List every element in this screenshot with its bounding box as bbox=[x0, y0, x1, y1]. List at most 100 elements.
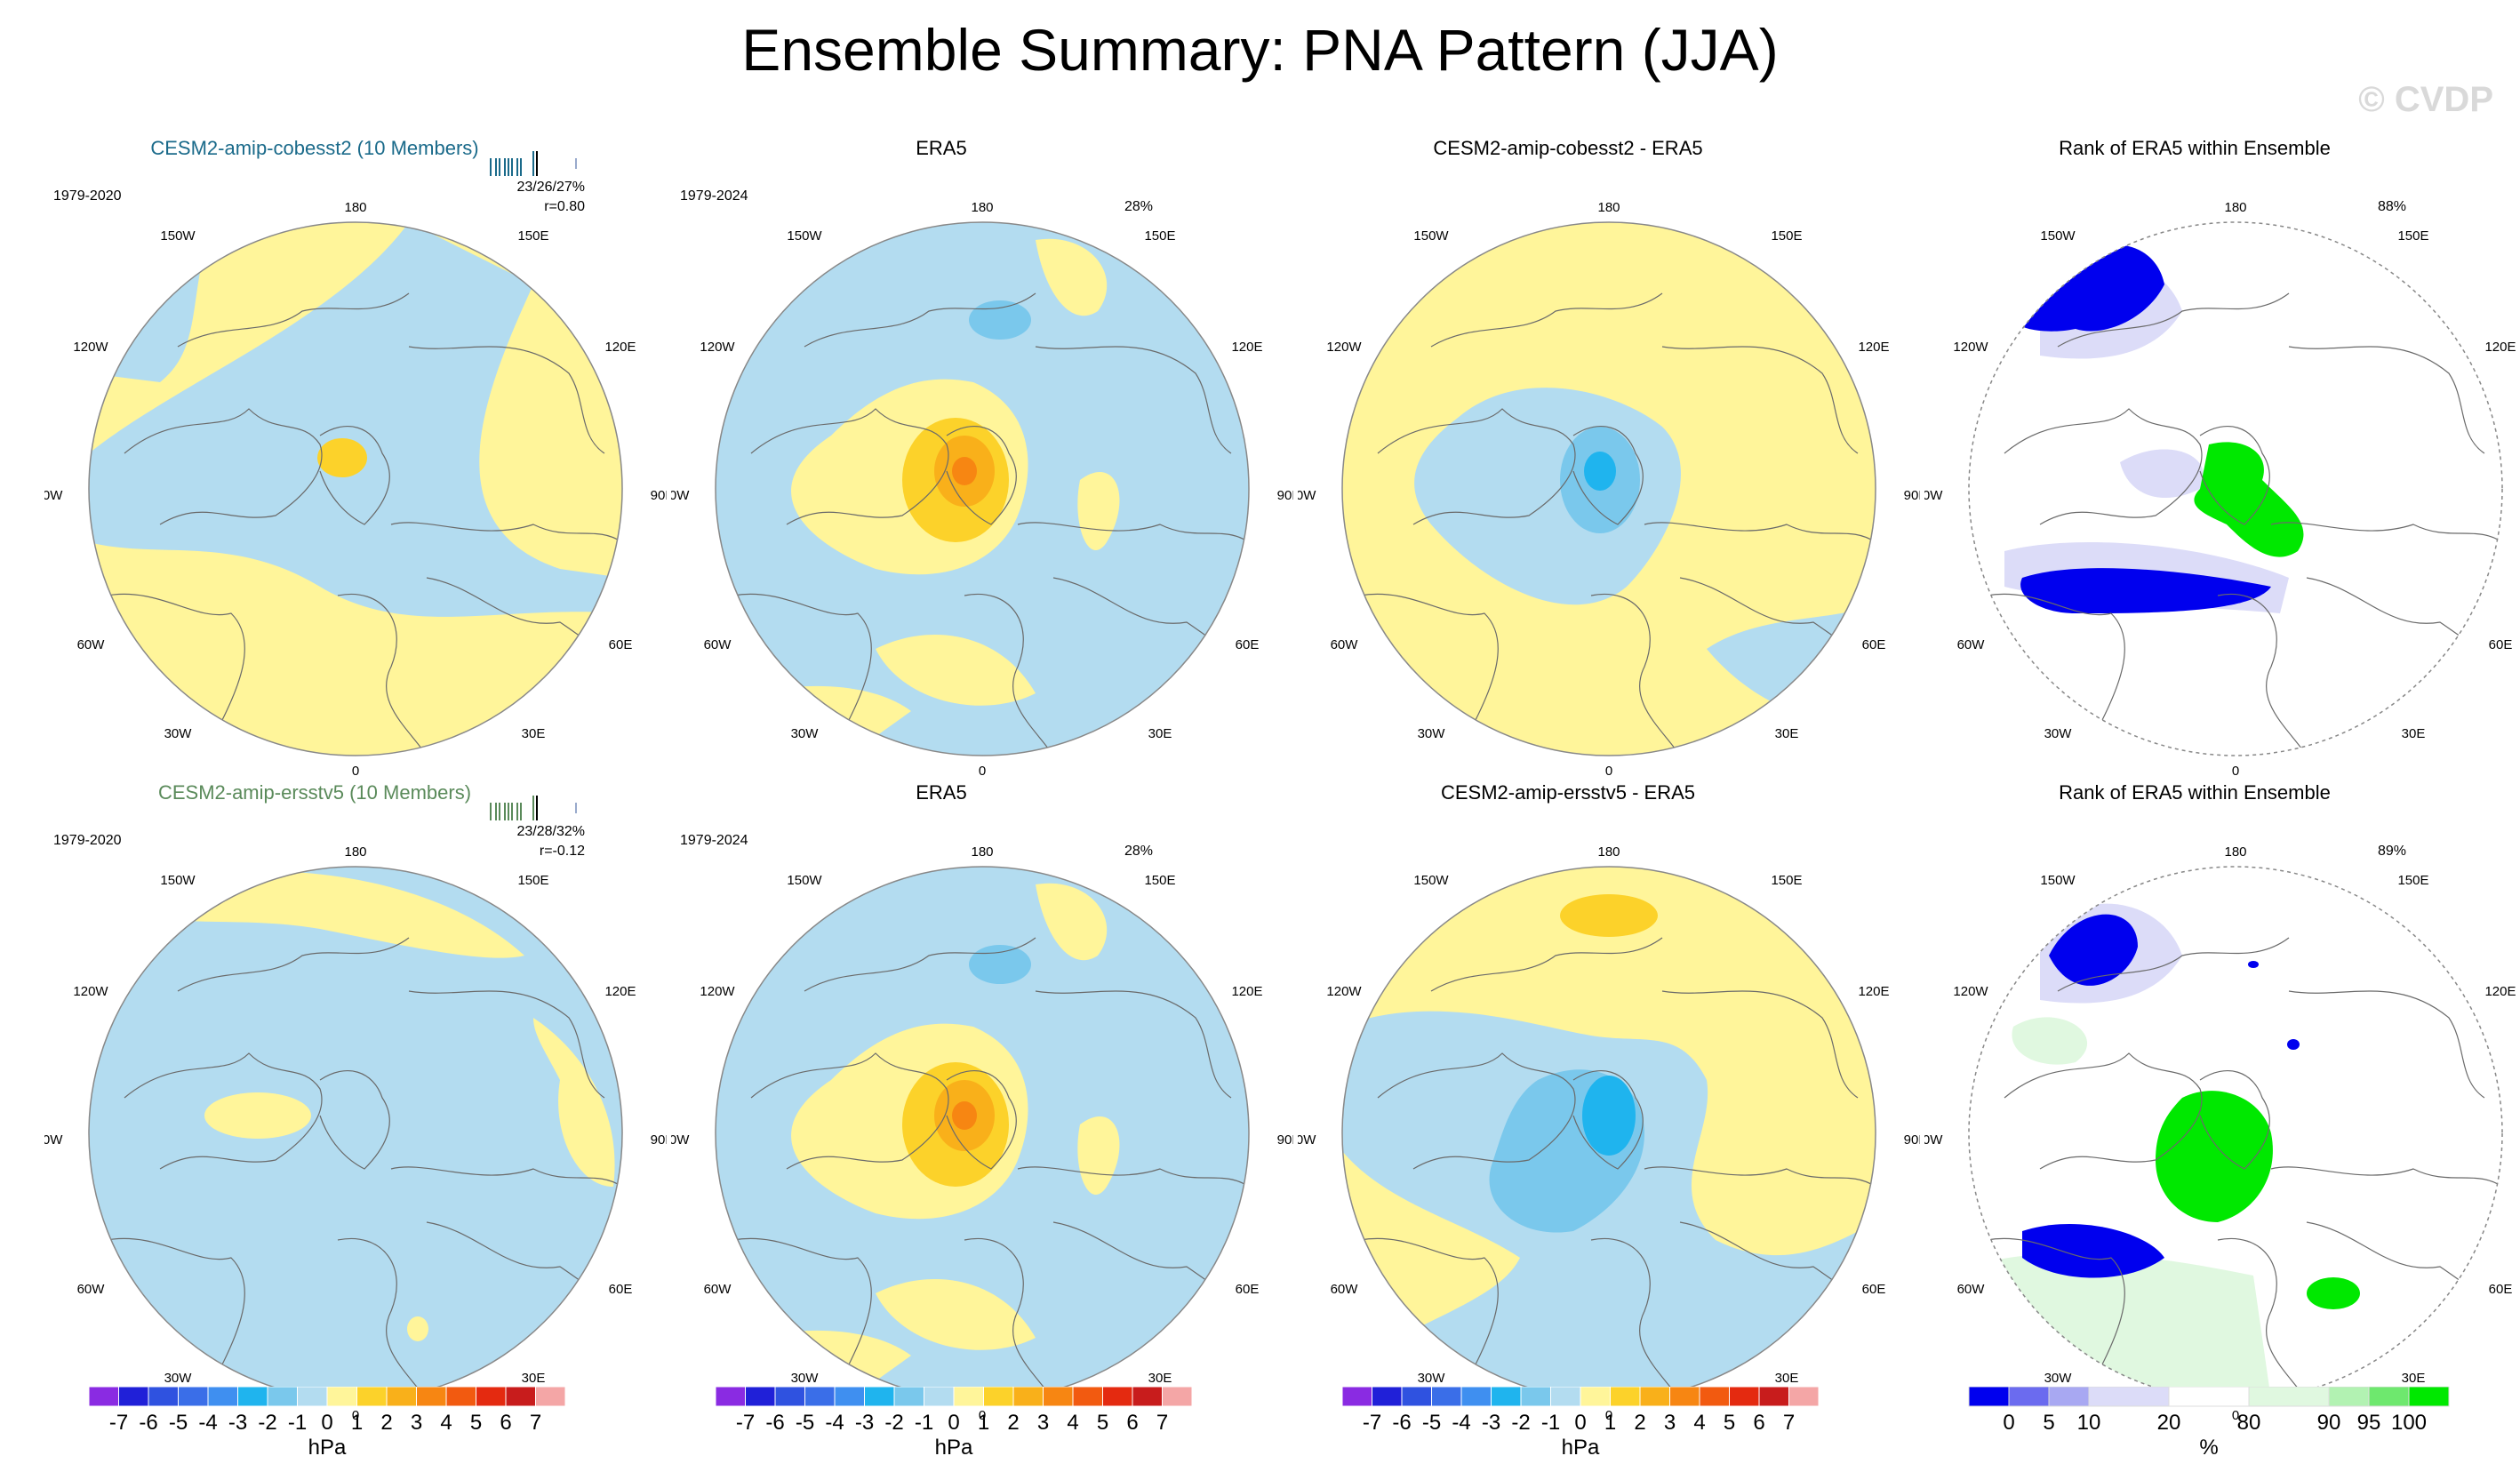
field-contour bbox=[969, 945, 1031, 984]
field-contour bbox=[2194, 442, 2304, 557]
colorbar-tick-label: 0 bbox=[948, 1411, 959, 1435]
polar-map: 180 150W 150E 120W 120E 90W 90E 60W 60E 30W 30E 0 bbox=[671, 844, 1293, 1423]
field-contour bbox=[1036, 883, 1108, 961]
field-contour bbox=[876, 1279, 1036, 1350]
panel-2: ERA5 180 150W 150E 120W 120E 90W 90E 60W 60E 30W 30… bbox=[627, 89, 1293, 800]
colorbar-swatch bbox=[148, 1386, 179, 1407]
geo-label: 30E bbox=[1775, 1371, 1799, 1386]
geo-label: 150E bbox=[517, 873, 548, 888]
colorbar-swatch bbox=[2008, 1386, 2050, 1407]
geo-label: 0 bbox=[979, 764, 986, 779]
colorbar-tick-label: -4 bbox=[1452, 1411, 1470, 1435]
colorbar-swatch bbox=[1372, 1386, 1403, 1407]
stat-percentiles: 23/26/27% bbox=[516, 180, 585, 195]
colorbar-tick-label: 6 bbox=[1753, 1411, 1764, 1435]
colorbar-swatch bbox=[2088, 1386, 2170, 1407]
geo-label: 30W bbox=[164, 726, 193, 741]
panel-title: CESM2-amip-cobesst2 - ERA5 bbox=[1433, 137, 1703, 159]
panel-title: ERA5 bbox=[916, 137, 967, 159]
colorbar-tick-label: 7 bbox=[530, 1411, 541, 1435]
geo-label: 30E bbox=[2402, 726, 2426, 741]
geo-label: 180 bbox=[1597, 844, 1620, 860]
geo-label: 90E bbox=[651, 488, 667, 503]
colorbar-swatch bbox=[1162, 1386, 1193, 1407]
field-contour bbox=[89, 222, 622, 617]
colorbar-swatch bbox=[834, 1386, 865, 1407]
geo-label: 60W bbox=[1331, 1282, 1359, 1297]
colorbar-tick-label: 0 bbox=[321, 1411, 332, 1435]
field-contour bbox=[1036, 238, 1108, 316]
geo-label: 90E bbox=[1904, 488, 1920, 503]
geo-label: 150E bbox=[517, 228, 548, 244]
map-boundary bbox=[1968, 866, 2503, 1401]
field-contour bbox=[2156, 1091, 2273, 1222]
geo-label: 60E bbox=[609, 1282, 633, 1297]
colorbar-tick-label: 5 bbox=[2043, 1411, 2054, 1435]
colorbar-swatch bbox=[953, 1386, 984, 1407]
year-range: 1979-2020 bbox=[53, 833, 122, 848]
colorbar-swatch bbox=[1401, 1386, 1432, 1407]
geo-label: 180 bbox=[1597, 200, 1620, 215]
panel-title: ERA5 bbox=[916, 781, 967, 804]
field-contour bbox=[1582, 1076, 1636, 1156]
colorbar-tick-label: -7 bbox=[1363, 1411, 1381, 1435]
colorbar-swatch bbox=[1072, 1386, 1103, 1407]
colorbar-swatch bbox=[178, 1386, 209, 1407]
colorbar-swatch bbox=[1699, 1386, 1730, 1407]
colorbar-tick-label: 1 bbox=[1604, 1411, 1616, 1435]
geo-label: 120E bbox=[2484, 984, 2516, 999]
field-contour bbox=[2012, 244, 2164, 332]
colorbar-tick-label: 10 bbox=[2077, 1411, 2101, 1435]
geo-label: 30W bbox=[791, 1371, 820, 1386]
colorbar-swatch bbox=[1043, 1386, 1074, 1407]
geo-label: 30W bbox=[791, 726, 820, 741]
geo-label: 0 bbox=[979, 1408, 986, 1423]
colorbar-swatch bbox=[1550, 1386, 1581, 1407]
colorbar-hpa-2: -7 -6 -5 -4 -3 -2 -1 0 1 2 3 4 5 6 7 hPa bbox=[715, 1386, 1196, 1480]
geo-label: 60W bbox=[1331, 637, 1359, 652]
colorbar-tick-label: -6 bbox=[139, 1411, 157, 1435]
polar-map: 180 150W 150E 120W 120E 90W 90E 60W 60E 30W 30E 0 bbox=[44, 844, 667, 1423]
panel-title: CESM2-amip-ersstv5 (10 Members) bbox=[157, 781, 472, 804]
geo-label: 30E bbox=[1148, 726, 1172, 741]
colorbar-swatch bbox=[297, 1386, 328, 1407]
field-contour bbox=[2120, 449, 2204, 498]
colorbar-tick-label: -5 bbox=[796, 1411, 814, 1435]
panel-5: CESM2-amip-ersstv5 (10 Members) 180 150W 15… bbox=[0, 733, 667, 1444]
geo-label: 60E bbox=[1862, 637, 1886, 652]
geo-label: 30E bbox=[1775, 726, 1799, 741]
geo-label: 150W bbox=[160, 228, 196, 244]
geo-label: 90E bbox=[1277, 488, 1293, 503]
explained-variance: 28% bbox=[1124, 844, 1154, 859]
colorbar-tick-label: -6 bbox=[765, 1411, 784, 1435]
colorbar-swatch bbox=[1580, 1386, 1611, 1407]
colorbar-tick-label: 7 bbox=[1783, 1411, 1795, 1435]
coastlines bbox=[1986, 292, 2502, 756]
colorbar-swatch bbox=[1012, 1386, 1044, 1407]
colorbar-swatch bbox=[1431, 1386, 1462, 1407]
coastlines bbox=[106, 292, 622, 756]
colorbar-swatch bbox=[237, 1386, 268, 1407]
colorbar-tick-label: 2 bbox=[380, 1411, 392, 1435]
colorbar-swatch bbox=[356, 1386, 388, 1407]
colorbar-swatch bbox=[505, 1386, 536, 1407]
pattern-correlation: r=0.80 bbox=[544, 199, 585, 214]
colorbar-tick-label: -2 bbox=[258, 1411, 276, 1435]
colorbar-swatch bbox=[983, 1386, 1014, 1407]
colorbar-tick-label: 4 bbox=[440, 1411, 452, 1435]
colorbar-swatch bbox=[1132, 1386, 1163, 1407]
colorbar-swatch bbox=[1729, 1386, 1760, 1407]
geo-label: 180 bbox=[2224, 844, 2246, 860]
field-contour bbox=[2022, 1223, 2164, 1278]
map-boundary bbox=[1968, 221, 2503, 756]
geo-label: 90E bbox=[1277, 1132, 1293, 1148]
colorbar-tick-label: 5 bbox=[470, 1411, 482, 1435]
colorbar-swatch bbox=[1610, 1386, 1641, 1407]
geo-label: 30W bbox=[2044, 1371, 2073, 1386]
geo-label: 60W bbox=[77, 637, 106, 652]
colorbar-swatch bbox=[1968, 1386, 2010, 1407]
colorbar-unit: hPa bbox=[935, 1436, 973, 1460]
colorbar-tick-label: 2 bbox=[1007, 1411, 1019, 1435]
geo-label: 180 bbox=[344, 844, 366, 860]
field-background bbox=[89, 867, 622, 1400]
